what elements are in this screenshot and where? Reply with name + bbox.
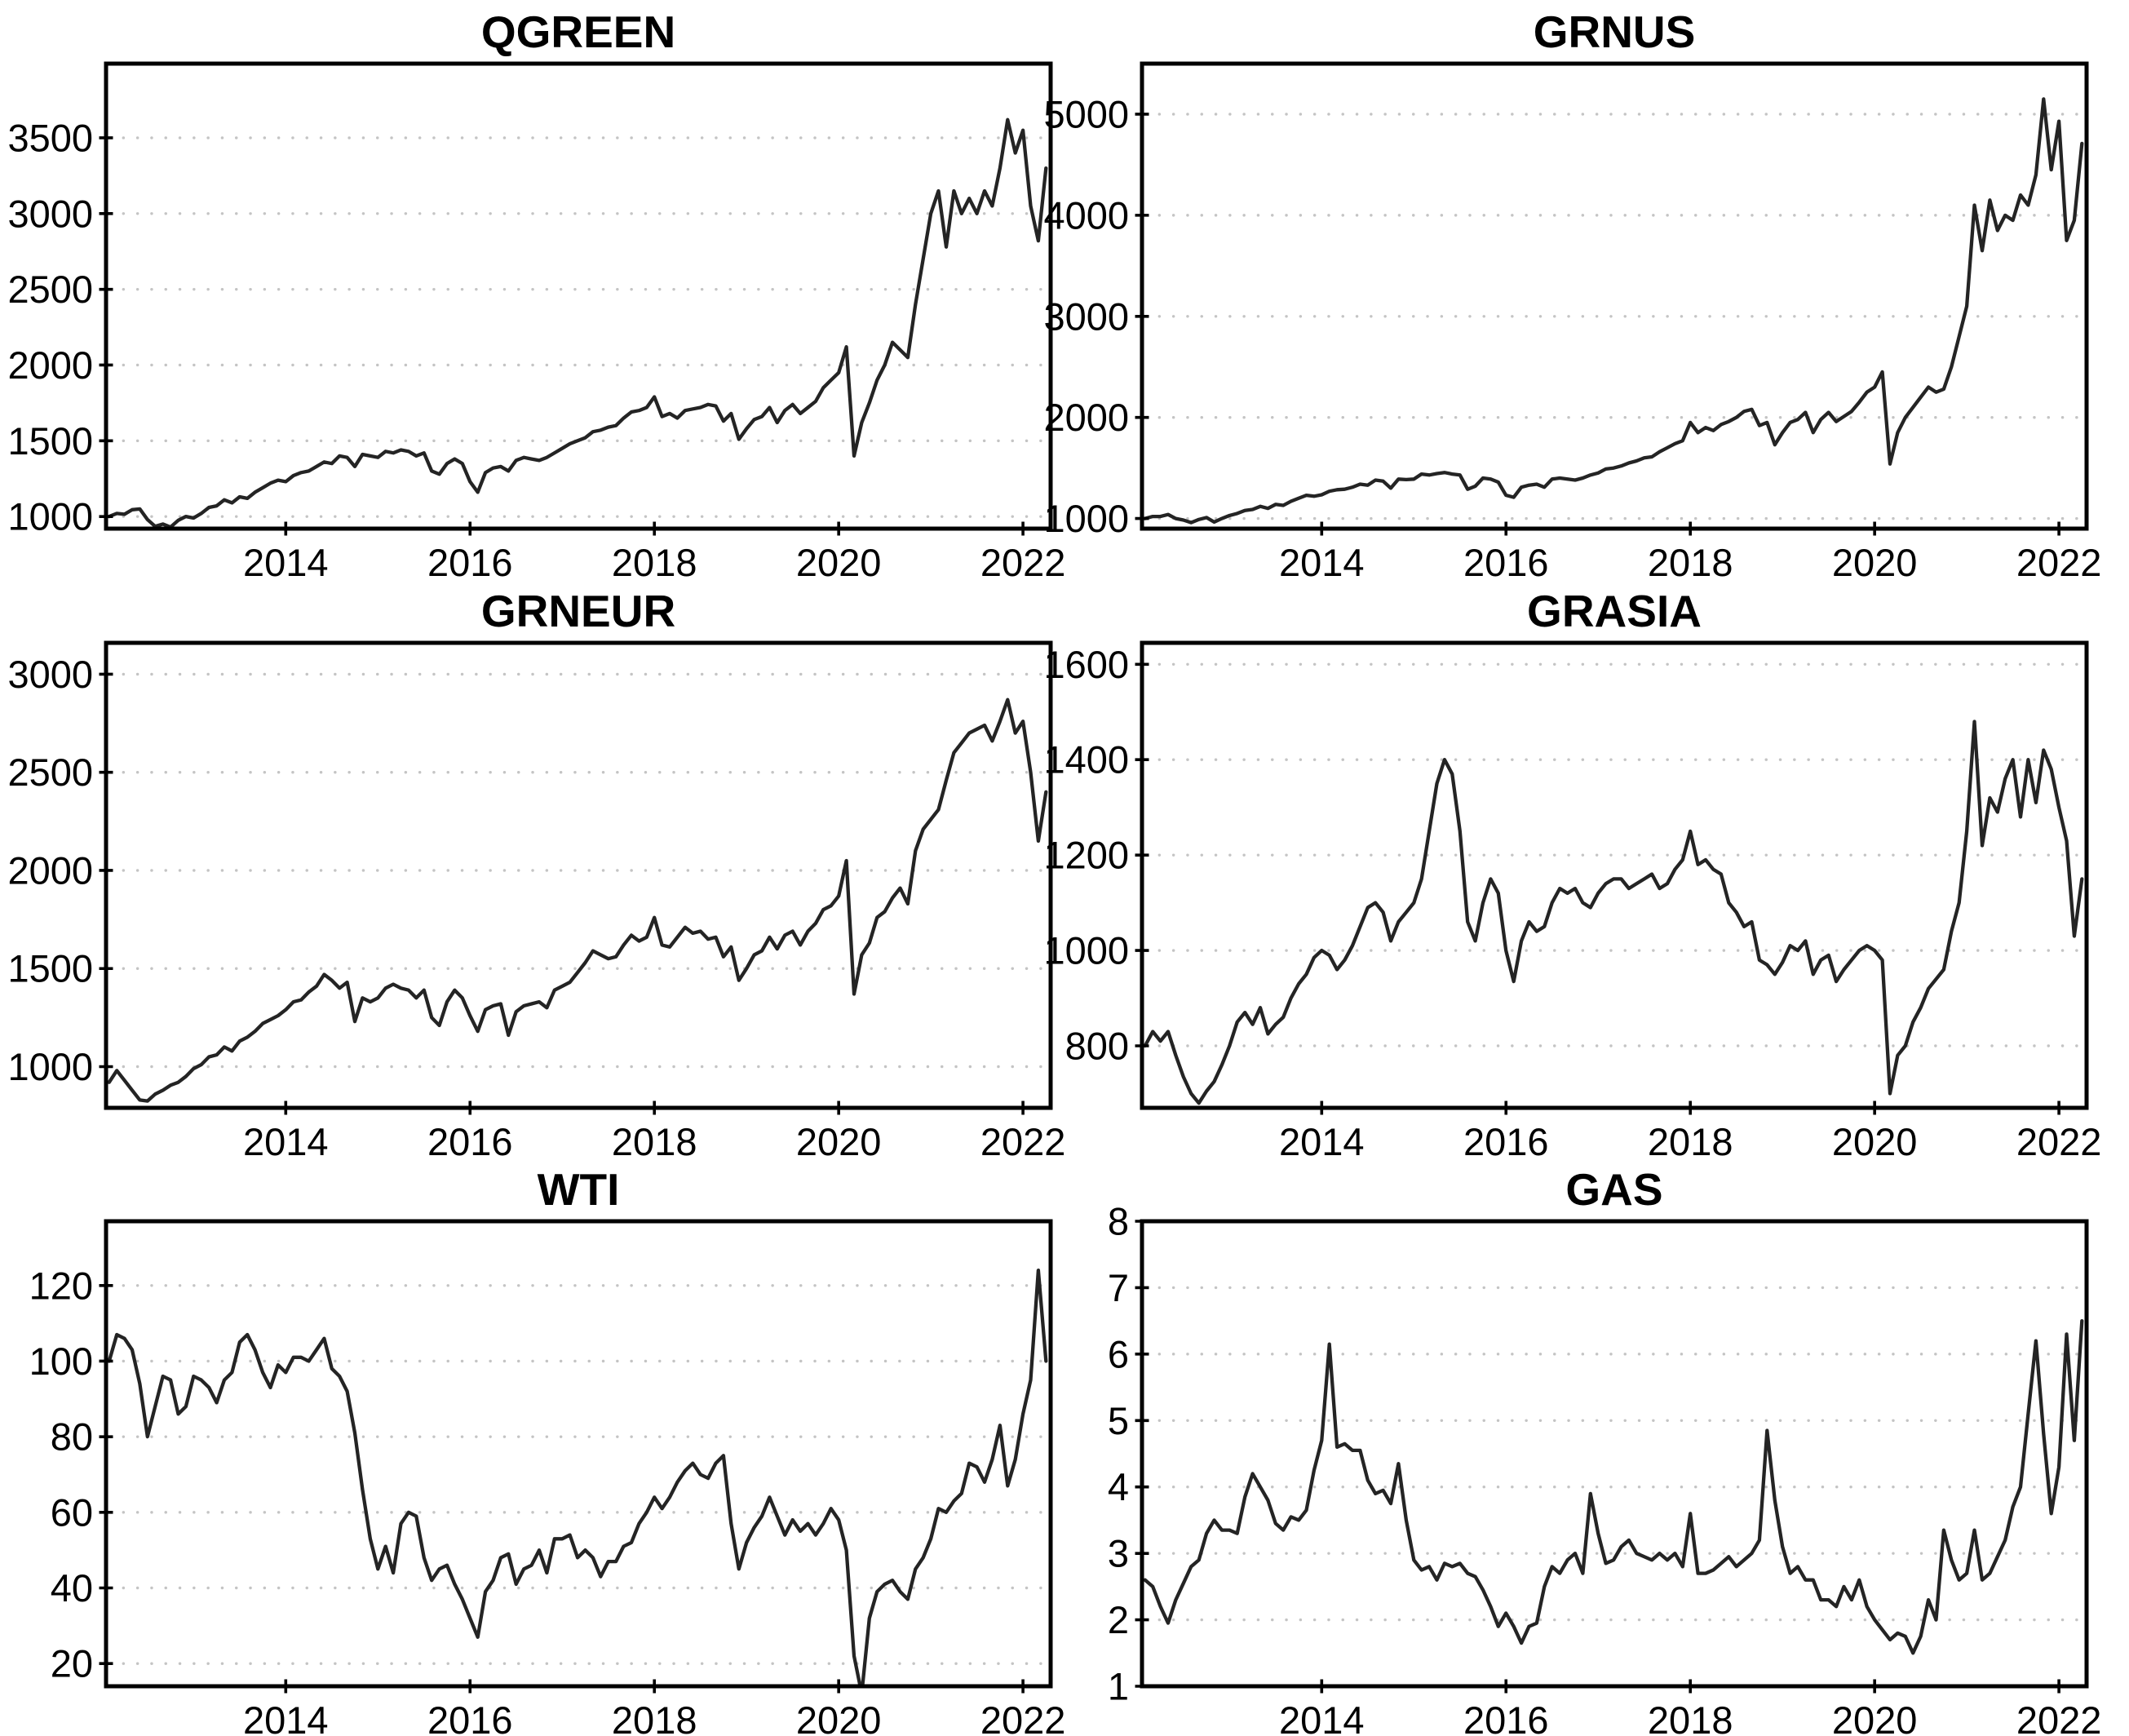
svg-text:2018: 2018 — [612, 1698, 697, 1736]
svg-text:2018: 2018 — [612, 541, 697, 584]
chart-title-grneur: GRNEUR — [480, 586, 676, 636]
svg-text:2018: 2018 — [1648, 1120, 1733, 1163]
svg-text:5000: 5000 — [1043, 92, 1129, 135]
svg-text:1600: 1600 — [1043, 643, 1129, 686]
svg-text:2000: 2000 — [1043, 396, 1129, 439]
svg-text:2022: 2022 — [2016, 541, 2102, 584]
svg-text:2014: 2014 — [1279, 541, 1365, 584]
svg-text:3: 3 — [1108, 1532, 1129, 1575]
panel-wti: WTI 20 40 60 80 100 120 2014 2016 2018 2020 2022 — [0, 1158, 1066, 1736]
svg-text:2020: 2020 — [796, 541, 882, 584]
svg-text:2500: 2500 — [7, 751, 93, 794]
svg-text:2: 2 — [1108, 1598, 1129, 1641]
svg-text:2016: 2016 — [1463, 1698, 1549, 1736]
grasia-line-chart: 800 1000 1200 1400 1600 2014 2016 2018 2020 2022 — [1043, 640, 2101, 1163]
svg-text:2016: 2016 — [1463, 1120, 1549, 1163]
panel-grnus: GRNUS 1000 2000 3000 4000 5000 2014 2016 2018 20… — [1043, 0, 2129, 584]
svg-text:2020: 2020 — [796, 1698, 882, 1736]
svg-text:800: 800 — [1065, 1025, 1129, 1068]
svg-text:1: 1 — [1108, 1665, 1129, 1708]
svg-text:3500: 3500 — [7, 116, 93, 159]
svg-text:100: 100 — [29, 1340, 93, 1383]
svg-text:2018: 2018 — [1648, 1698, 1733, 1736]
svg-text:2022: 2022 — [980, 1120, 1066, 1163]
chart-title-grasia: GRASIA — [1527, 586, 1702, 636]
grnus-line-chart: 1000 2000 3000 4000 5000 2014 2016 2018 2020 2022 — [1043, 61, 2101, 584]
svg-text:40: 40 — [51, 1566, 93, 1610]
svg-text:3000: 3000 — [7, 192, 93, 235]
svg-text:3000: 3000 — [1043, 294, 1129, 338]
svg-text:2018: 2018 — [612, 1120, 697, 1163]
svg-text:2014: 2014 — [1279, 1698, 1365, 1736]
svg-text:1000: 1000 — [7, 1045, 93, 1088]
svg-text:2022: 2022 — [980, 1698, 1066, 1736]
svg-text:3000: 3000 — [7, 653, 93, 696]
svg-text:2014: 2014 — [243, 1120, 329, 1163]
svg-text:2014: 2014 — [1279, 1120, 1365, 1163]
svg-text:1000: 1000 — [1043, 497, 1129, 540]
svg-text:2020: 2020 — [1832, 1120, 1918, 1163]
svg-text:2014: 2014 — [243, 541, 329, 584]
svg-text:2020: 2020 — [1832, 1698, 1918, 1736]
svg-text:2022: 2022 — [2016, 1698, 2102, 1736]
svg-text:1500: 1500 — [7, 419, 93, 463]
svg-text:20: 20 — [51, 1642, 93, 1685]
svg-text:2020: 2020 — [796, 1120, 882, 1163]
svg-text:1000: 1000 — [1043, 929, 1129, 972]
svg-text:1200: 1200 — [1043, 834, 1129, 877]
svg-text:7: 7 — [1108, 1266, 1129, 1309]
svg-text:2000: 2000 — [7, 343, 93, 387]
svg-text:2016: 2016 — [427, 1120, 513, 1163]
svg-text:1000: 1000 — [7, 495, 93, 538]
wti-line-chart: 20 40 60 80 100 120 2014 2016 2018 2020 2022 — [29, 1219, 1066, 1736]
svg-text:5: 5 — [1108, 1399, 1129, 1442]
svg-text:4: 4 — [1108, 1465, 1129, 1508]
svg-text:2016: 2016 — [1463, 541, 1549, 584]
panel-grneur: GRNEUR 1000 1500 2000 2500 3000 2014 2016 2018 2… — [0, 579, 1065, 1163]
chart-title-grnus: GRNUS — [1533, 7, 1696, 57]
panel-qgreen: QGREEN 1000 1500 2000 2500 3000 3500 2014 2016 2… — [0, 0, 1065, 584]
svg-text:1400: 1400 — [1043, 738, 1129, 782]
svg-text:2014: 2014 — [243, 1698, 329, 1736]
panel-grasia: GRASIA 800 1000 1200 1400 1600 2014 2016 2018 20… — [1043, 579, 2129, 1163]
svg-text:120: 120 — [29, 1264, 93, 1307]
qgreen-line-chart: 1000 1500 2000 2500 3000 3500 2014 2016 2018 2020… — [7, 61, 1065, 584]
gas-line-chart: 1 2 3 4 5 6 7 8 2014 2016 2018 2020 2022 — [1108, 1200, 2102, 1736]
chart-title-gas: GAS — [1565, 1164, 1663, 1215]
svg-text:4000: 4000 — [1043, 193, 1129, 237]
panel-gas: GAS 1 2 3 4 5 6 7 8 2014 2016 2018 2020 2022 — [1064, 1158, 2129, 1736]
svg-text:2022: 2022 — [2016, 1120, 2102, 1163]
svg-text:80: 80 — [51, 1415, 93, 1459]
svg-text:6: 6 — [1108, 1332, 1129, 1375]
svg-text:8: 8 — [1108, 1200, 1129, 1243]
svg-text:2018: 2018 — [1648, 541, 1733, 584]
svg-text:2500: 2500 — [7, 268, 93, 311]
chart-title-qgreen: QGREEN — [480, 7, 676, 57]
svg-text:2016: 2016 — [427, 1698, 513, 1736]
svg-text:2016: 2016 — [427, 541, 513, 584]
chart-title-wti: WTI — [537, 1164, 620, 1215]
svg-text:60: 60 — [51, 1490, 93, 1534]
svg-text:1500: 1500 — [7, 947, 93, 990]
svg-text:2000: 2000 — [7, 848, 93, 892]
svg-text:2020: 2020 — [1832, 541, 1918, 584]
svg-text:2022: 2022 — [980, 541, 1066, 584]
grneur-line-chart: 1000 1500 2000 2500 3000 2014 2016 2018 2020 2022 — [7, 640, 1065, 1163]
